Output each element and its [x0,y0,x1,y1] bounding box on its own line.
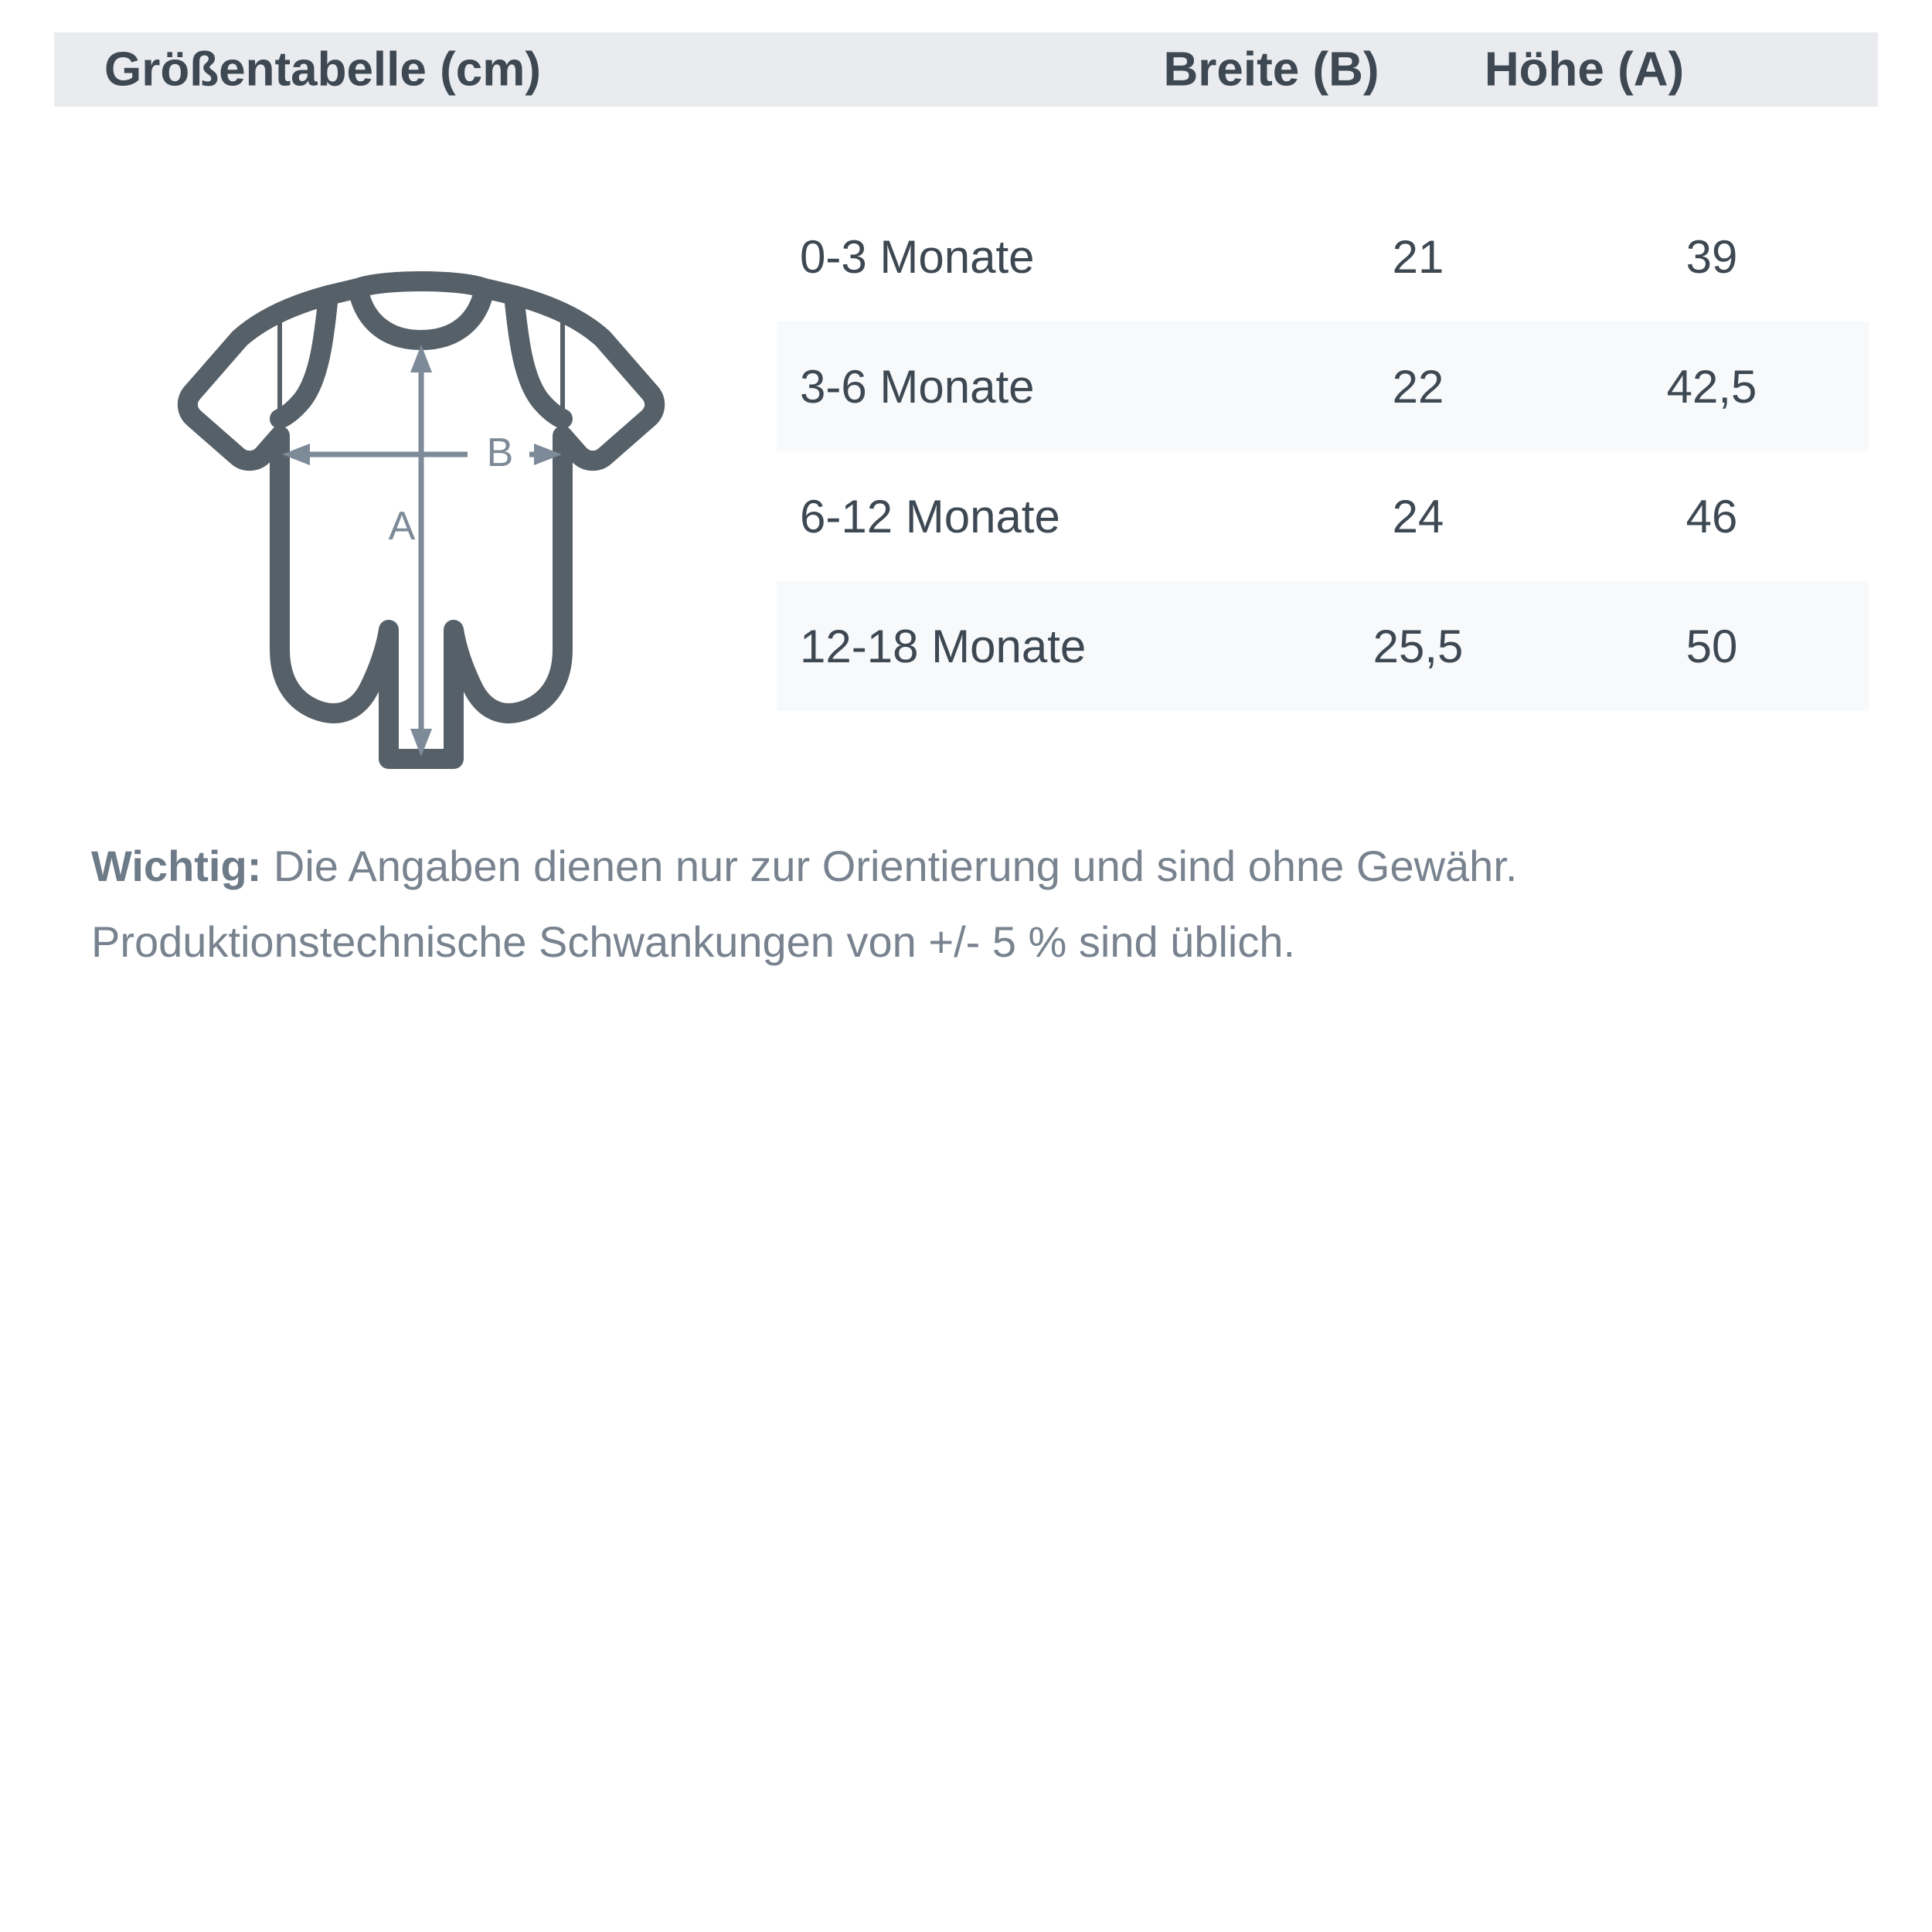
cell-width: 21 [1392,230,1444,283]
column-header-width: Breite (B) [1163,43,1379,97]
cell-size: 3-6 Monate [800,360,1035,413]
cell-height: 39 [1685,230,1738,283]
table-header-band: Größentabelle (cm) Breite (B) Höhe (A) [54,32,1878,107]
table-row: 6-12 Monate 24 46 [777,451,1869,581]
disclaimer-line-2: Produktionstechnische Schwankungen von +… [91,917,1296,966]
table-row: 0-3 Monate 21 39 [777,192,1869,321]
cell-width: 24 [1392,490,1444,543]
height-label: A [389,504,416,549]
table-row: 12-18 Monate 25,5 50 [777,581,1869,711]
page-title: Größentabelle (cm) [104,43,541,97]
bodysuit-outline [177,271,665,769]
column-header-height: Höhe (A) [1484,43,1685,97]
cell-size: 12-18 Monate [800,620,1087,672]
disclaimer-line-1: Die Angaben dienen nur zur Orientierung … [261,842,1518,890]
cell-width: 22 [1392,360,1444,413]
size-table: 0-3 Monate 21 39 3-6 Monate 22 42,5 6-12… [777,192,1869,711]
height-measure-arrow [410,345,432,757]
cell-width: 25,5 [1372,620,1464,672]
bodysuit-illustration: B A [151,247,692,788]
cell-height: 42,5 [1666,360,1757,413]
table-row: 3-6 Monate 22 42,5 [777,321,1869,451]
cell-size: 6-12 Monate [800,490,1060,543]
disclaimer-prefix: Wichtig: [91,842,262,890]
width-measure-arrow [282,444,562,465]
disclaimer-note: Wichtig: Die Angaben dienen nur zur Orie… [91,828,1869,980]
width-label: B [487,430,514,475]
cell-size: 0-3 Monate [800,230,1035,283]
cell-height: 46 [1685,490,1738,543]
cell-height: 50 [1685,620,1738,672]
